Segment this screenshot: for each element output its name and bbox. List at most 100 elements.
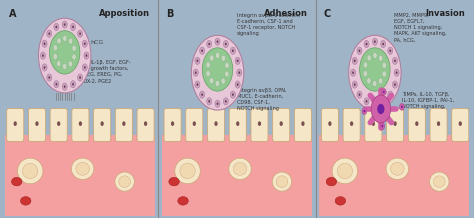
Circle shape — [171, 121, 174, 126]
Circle shape — [354, 83, 356, 86]
Ellipse shape — [391, 162, 404, 175]
Circle shape — [236, 121, 239, 126]
Circle shape — [53, 45, 57, 51]
Circle shape — [57, 38, 61, 44]
FancyBboxPatch shape — [294, 109, 311, 141]
Bar — [5, 135, 155, 216]
Circle shape — [84, 52, 89, 59]
Circle shape — [362, 108, 367, 114]
Circle shape — [388, 47, 393, 54]
Circle shape — [82, 64, 87, 71]
Circle shape — [78, 30, 82, 37]
Circle shape — [352, 81, 357, 88]
FancyBboxPatch shape — [229, 109, 246, 141]
FancyBboxPatch shape — [343, 109, 360, 141]
Circle shape — [47, 30, 52, 37]
Circle shape — [394, 83, 396, 86]
FancyBboxPatch shape — [430, 109, 447, 141]
Circle shape — [62, 83, 67, 90]
Bar — [162, 135, 312, 216]
Circle shape — [68, 61, 73, 67]
Ellipse shape — [115, 172, 134, 191]
Circle shape — [225, 62, 229, 68]
Circle shape — [364, 98, 369, 105]
Circle shape — [64, 23, 65, 26]
Circle shape — [382, 62, 386, 68]
Circle shape — [57, 121, 60, 126]
Circle shape — [57, 61, 61, 67]
Circle shape — [221, 78, 225, 84]
Circle shape — [207, 98, 212, 105]
Circle shape — [388, 91, 393, 98]
Circle shape — [197, 83, 198, 86]
Circle shape — [237, 83, 238, 86]
Text: Integrin αvβ3, OPN,
MUC1, E-cadherin,
CD98, CSF-1,
NOTCH signaling: Integrin αvβ3, OPN, MUC1, E-cadherin, CD… — [237, 88, 287, 111]
Ellipse shape — [276, 176, 288, 187]
Circle shape — [374, 40, 376, 43]
Circle shape — [122, 121, 126, 126]
Ellipse shape — [11, 177, 22, 186]
Circle shape — [192, 121, 196, 126]
Ellipse shape — [433, 176, 445, 187]
Circle shape — [71, 81, 75, 88]
Circle shape — [223, 40, 228, 48]
Circle shape — [200, 47, 205, 54]
Ellipse shape — [180, 163, 195, 179]
Circle shape — [14, 121, 17, 126]
Ellipse shape — [178, 197, 188, 205]
Circle shape — [280, 121, 283, 126]
FancyBboxPatch shape — [28, 109, 46, 141]
Ellipse shape — [335, 197, 346, 205]
FancyBboxPatch shape — [50, 109, 67, 141]
Circle shape — [48, 32, 50, 35]
Circle shape — [44, 43, 46, 45]
Text: C: C — [324, 9, 331, 19]
Circle shape — [383, 43, 384, 45]
Ellipse shape — [337, 163, 353, 179]
Circle shape — [201, 49, 203, 52]
Circle shape — [225, 43, 227, 45]
Circle shape — [415, 121, 419, 126]
Ellipse shape — [76, 162, 90, 175]
Circle shape — [328, 121, 331, 126]
Circle shape — [363, 71, 367, 77]
Circle shape — [230, 91, 236, 98]
Circle shape — [62, 21, 67, 28]
Circle shape — [223, 98, 228, 105]
Circle shape — [208, 100, 210, 103]
Circle shape — [210, 55, 214, 61]
Circle shape — [237, 69, 242, 76]
Circle shape — [225, 100, 227, 103]
Circle shape — [381, 40, 386, 48]
Circle shape — [235, 57, 240, 65]
Circle shape — [393, 121, 397, 126]
Circle shape — [437, 121, 440, 126]
Circle shape — [372, 121, 375, 126]
Circle shape — [35, 121, 38, 126]
Circle shape — [72, 83, 74, 85]
Circle shape — [364, 110, 365, 112]
Circle shape — [394, 60, 396, 62]
FancyBboxPatch shape — [386, 109, 404, 141]
Circle shape — [42, 54, 44, 57]
Ellipse shape — [272, 172, 292, 191]
Circle shape — [44, 66, 46, 69]
FancyBboxPatch shape — [93, 109, 111, 141]
Circle shape — [237, 60, 238, 62]
Circle shape — [215, 38, 220, 45]
Text: Integrin αvβ3, L-selectin,
E-cadherin, CSF-1 and
CSF-1 receptor, NOTCH
signaling: Integrin αvβ3, L-selectin, E-cadherin, C… — [237, 13, 300, 36]
Circle shape — [47, 74, 52, 81]
Circle shape — [201, 93, 203, 96]
Ellipse shape — [119, 176, 130, 187]
Text: MMP2, MMP9,
EGF, EGFL7,
NOTCH 1 signaling,
MAPK, AKT signaling,
PA, hCG,: MMP2, MMP9, EGF, EGFL7, NOTCH 1 signalin… — [394, 13, 447, 43]
Circle shape — [206, 62, 210, 68]
Circle shape — [238, 72, 240, 74]
Ellipse shape — [18, 158, 43, 184]
Circle shape — [197, 60, 198, 62]
Circle shape — [193, 69, 198, 76]
Circle shape — [54, 23, 59, 31]
FancyBboxPatch shape — [251, 109, 268, 141]
Circle shape — [232, 93, 234, 96]
Circle shape — [38, 18, 91, 93]
Circle shape — [221, 55, 226, 61]
